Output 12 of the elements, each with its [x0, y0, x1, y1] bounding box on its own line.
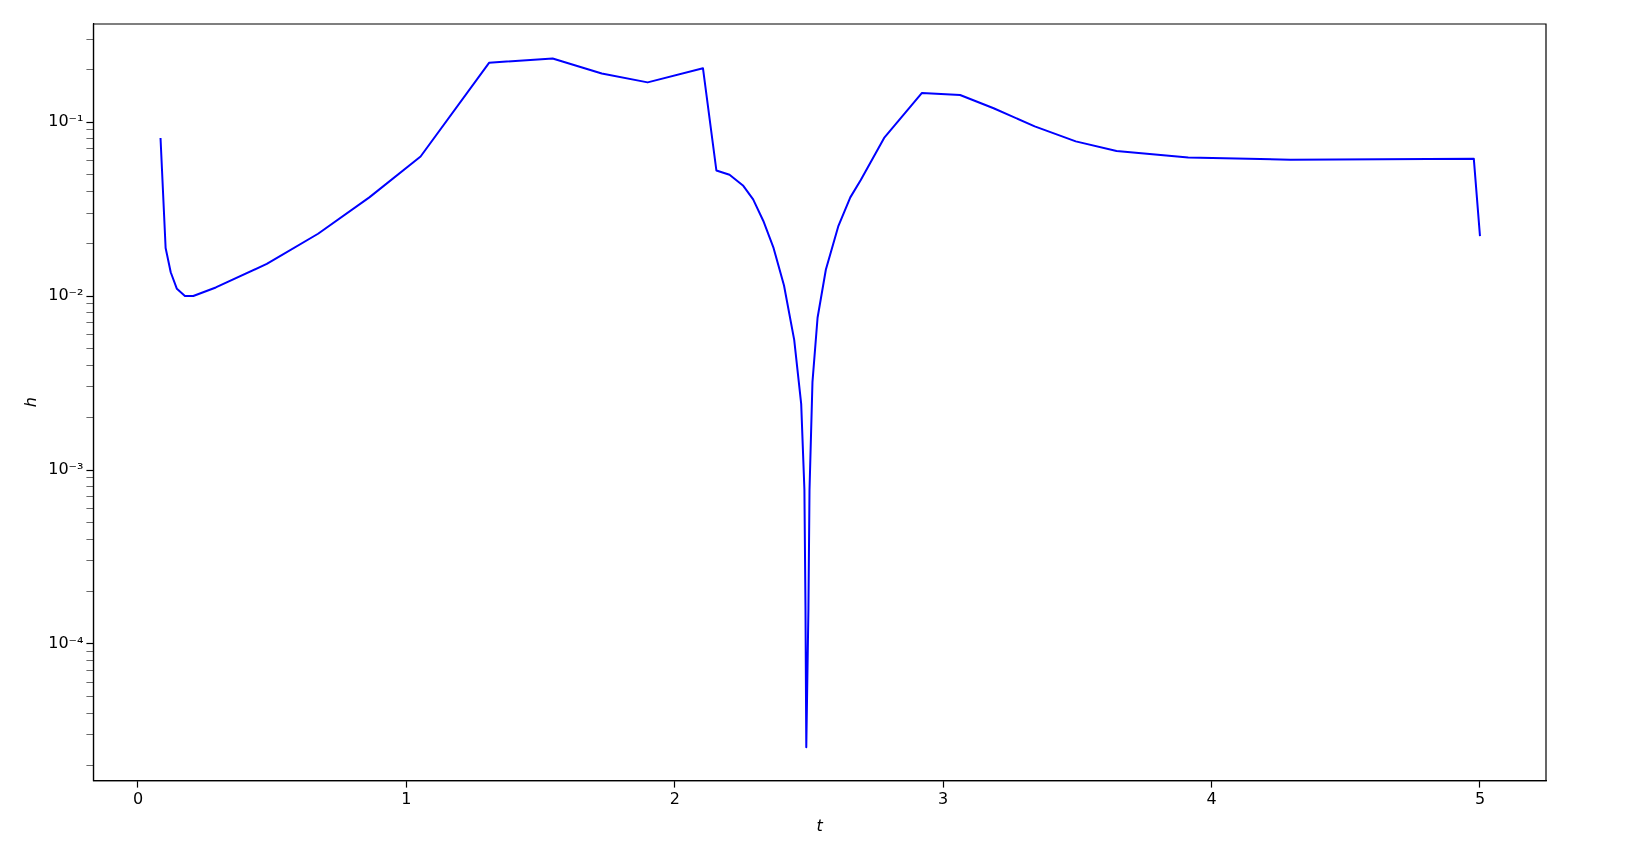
y-tick-label: 10⁻²	[48, 285, 84, 305]
x-tick-label: 4	[1206, 789, 1217, 809]
y-tick-label: 10⁻¹	[48, 111, 84, 131]
x-tick-label: 3	[938, 789, 949, 809]
x-tick-label: 2	[669, 789, 680, 809]
x-tick-label: 1	[401, 789, 412, 809]
x-axis-title: t	[816, 815, 824, 835]
y-axis-title: h	[20, 397, 40, 408]
x-tick-label: 0	[132, 789, 144, 809]
x-tick-label: 5	[1474, 789, 1486, 809]
y-tick-label: 10⁻⁴	[48, 633, 84, 653]
y-tick-label: 10⁻³	[48, 459, 84, 479]
